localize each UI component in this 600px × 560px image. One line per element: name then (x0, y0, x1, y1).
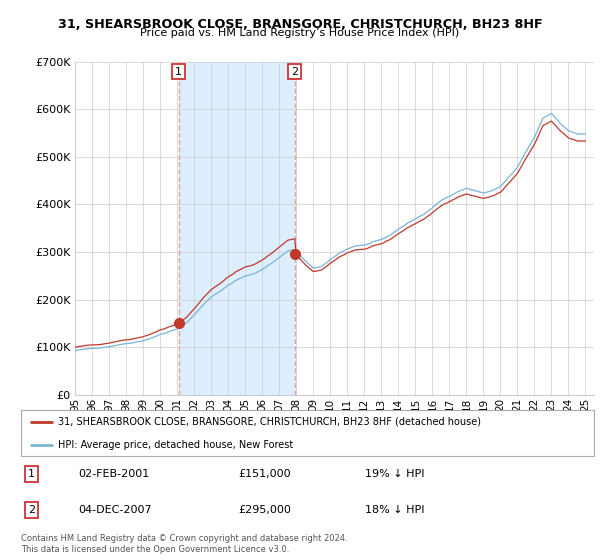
Text: This data is licensed under the Open Government Licence v3.0.: This data is licensed under the Open Gov… (21, 545, 289, 554)
Text: Price paid vs. HM Land Registry’s House Price Index (HPI): Price paid vs. HM Land Registry’s House … (140, 28, 460, 38)
Text: 1: 1 (175, 67, 182, 77)
Text: £295,000: £295,000 (239, 505, 292, 515)
Text: 2: 2 (28, 505, 35, 515)
Text: 19% ↓ HPI: 19% ↓ HPI (365, 469, 424, 479)
Bar (179, 62, 295, 395)
Text: 02-FEB-2001: 02-FEB-2001 (79, 469, 149, 479)
Text: 04-DEC-2007: 04-DEC-2007 (79, 505, 152, 515)
FancyBboxPatch shape (21, 410, 594, 456)
Text: 2: 2 (291, 67, 298, 77)
Text: 1: 1 (28, 469, 35, 479)
Text: 31, SHEARSBROOK CLOSE, BRANSGORE, CHRISTCHURCH, BH23 8HF (detached house): 31, SHEARSBROOK CLOSE, BRANSGORE, CHRIST… (58, 417, 481, 427)
Text: £151,000: £151,000 (239, 469, 292, 479)
Text: 18% ↓ HPI: 18% ↓ HPI (365, 505, 424, 515)
Text: 31, SHEARSBROOK CLOSE, BRANSGORE, CHRISTCHURCH, BH23 8HF: 31, SHEARSBROOK CLOSE, BRANSGORE, CHRIST… (58, 18, 542, 31)
Text: Contains HM Land Registry data © Crown copyright and database right 2024.: Contains HM Land Registry data © Crown c… (21, 534, 347, 543)
Text: HPI: Average price, detached house, New Forest: HPI: Average price, detached house, New … (58, 440, 293, 450)
